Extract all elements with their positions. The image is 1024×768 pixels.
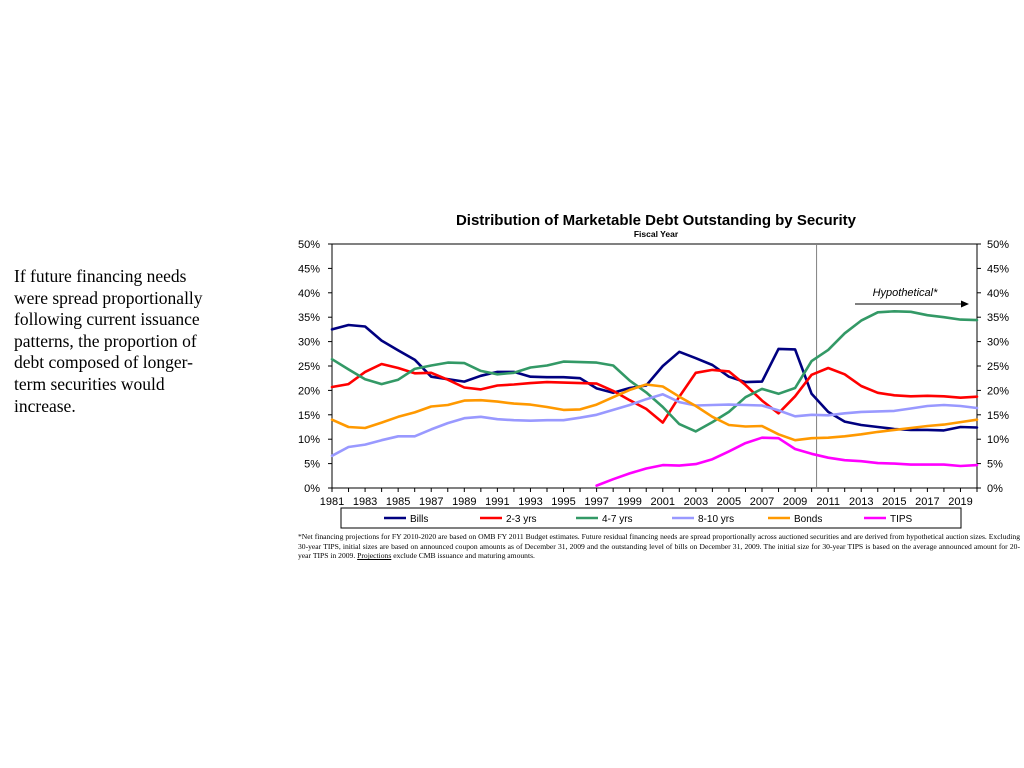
y-tick-label-left: 15% (298, 410, 320, 422)
chart-legend: Bills 2-3 yrs 4-7 yrs 8-10 yrs Bonds TIPS (340, 507, 962, 529)
y-tick-label-right: 20% (987, 385, 1009, 397)
x-tick-label: 2015 (882, 496, 906, 508)
footnote-text-2: exclude CMB issuance and maturing amount… (391, 551, 535, 561)
y-tick-label-right: 25% (987, 361, 1009, 373)
x-tick-label: 2009 (783, 496, 807, 508)
legend-label-2-3-yrs: 2-3 yrs (506, 514, 537, 525)
x-tick-label: 2013 (849, 496, 873, 508)
x-tick-label: 1981 (320, 496, 344, 508)
x-tick-label: 1995 (551, 496, 575, 508)
x-tick-label: 2005 (717, 496, 741, 508)
y-tick-label-right: 50% (987, 239, 1009, 251)
y-tick-label-left: 45% (298, 263, 320, 275)
y-tick-label-left: 30% (298, 337, 320, 349)
x-tick-label: 1993 (518, 496, 542, 508)
y-tick-label-left: 0% (304, 483, 320, 495)
legend-label-tips: TIPS (890, 514, 913, 525)
legend-label-8-10-yrs: 8-10 yrs (698, 514, 734, 525)
y-tick-label-left: 25% (298, 361, 320, 373)
hypothetical-arrow-head (961, 300, 969, 308)
x-tick-label: 2019 (948, 496, 972, 508)
y-tick-label-right: 30% (987, 337, 1009, 349)
y-tick-label-left: 20% (298, 385, 320, 397)
hypothetical-annotation: Hypothetical* (855, 287, 969, 308)
y-tick-label-right: 0% (987, 483, 1003, 495)
legend-label-4-7-yrs: 4-7 yrs (602, 514, 633, 525)
y-axis-left: 0% 5% 10% 15% 20% 25% 30% 35% 40% 45% 50% (298, 239, 332, 495)
y-tick-label-right: 35% (987, 312, 1009, 324)
x-tick-label: 2017 (915, 496, 939, 508)
series-line-bonds (330, 383, 979, 442)
series-line-8-10-yrs (330, 392, 979, 458)
y-axis-right: 0% 5% 10% 15% 20% 25% 30% 35% 40% 45% 50% (977, 239, 1009, 495)
footnote-underlined-word: Projections (357, 551, 392, 561)
y-tick-label-left: 50% (298, 239, 320, 251)
y-tick-label-left: 10% (298, 434, 320, 446)
x-tick-label: 1989 (452, 496, 476, 508)
x-tick-label: 2001 (651, 496, 675, 508)
y-tick-label-right: 5% (987, 459, 1003, 471)
series-line-4-7-yrs (330, 309, 979, 433)
y-tick-label-right: 15% (987, 410, 1009, 422)
y-tick-label-left: 5% (304, 459, 320, 471)
series-line-2-3-yrs (330, 362, 979, 424)
series-line-bills (330, 323, 979, 432)
x-tick-label: 1987 (419, 496, 443, 508)
series-line-tips (595, 436, 979, 487)
legend-label-bonds: Bonds (794, 514, 822, 525)
chart-title: Distribution of Marketable Debt Outstand… (456, 212, 857, 229)
x-tick-label: 2007 (750, 496, 774, 508)
x-tick-label: 1985 (386, 496, 410, 508)
x-tick-label: 1999 (617, 496, 641, 508)
y-tick-label-right: 45% (987, 263, 1009, 275)
x-tick-label: 2011 (816, 496, 840, 508)
y-tick-label-right: 40% (987, 288, 1009, 300)
y-tick-label-left: 35% (298, 312, 320, 324)
y-tick-label-left: 40% (298, 288, 320, 300)
chart-footnote: *Net financing projections for FY 2010-2… (298, 532, 1020, 561)
side-commentary-text: If future financing needs were spread pr… (14, 266, 203, 416)
x-tick-label: 1983 (353, 496, 377, 508)
legend-box (340, 507, 962, 529)
x-axis: 1981 1983 1985 1987 1989 1991 1993 1995 1997 1999… (320, 488, 978, 508)
y-tick-label-right: 10% (987, 434, 1009, 446)
chart-subtitle: Fiscal Year (634, 229, 679, 239)
hypothetical-label: Hypothetical* (873, 287, 939, 299)
x-tick-label: 1991 (485, 496, 509, 508)
series-lines (330, 309, 979, 487)
x-tick-label: 2003 (684, 496, 708, 508)
legend-label-bills: Bills (410, 514, 428, 525)
footnote-text-1: *Net financing projections for FY 2010-2… (298, 532, 1020, 561)
x-tick-label: 1997 (584, 496, 608, 508)
